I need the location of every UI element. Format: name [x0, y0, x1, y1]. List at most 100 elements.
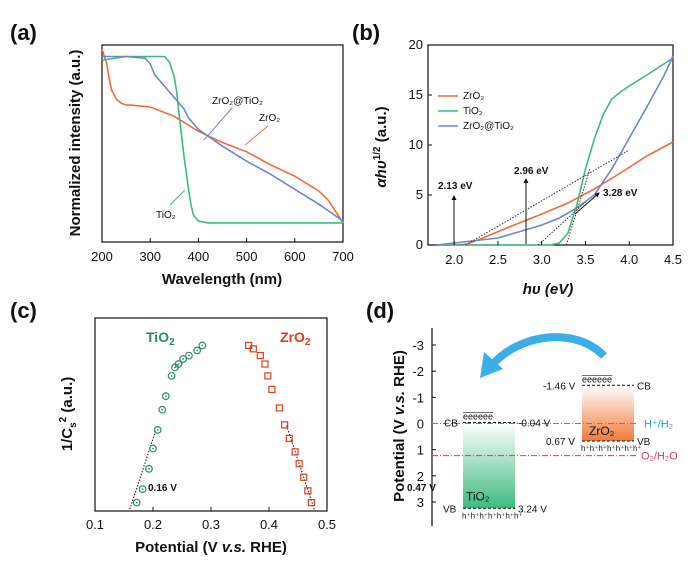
panel-c-point-zro2	[291, 448, 299, 456]
panel-c-point-tio2	[132, 498, 141, 507]
panel-c-point-dot	[161, 408, 164, 411]
panel-d-label: (d)	[366, 298, 394, 323]
panel-c-point-dot	[196, 349, 198, 352]
panel-b-series-1	[436, 57, 674, 246]
panel-c-point-dot	[152, 447, 154, 450]
transfer-arrow	[490, 333, 607, 367]
panel-c-xtick-label: 0.4	[260, 517, 278, 532]
panel-b-ytick-label: 15	[409, 87, 423, 102]
panel-a-annotation-zro2: ZrO₂	[259, 113, 280, 124]
panel-c-point-tio2	[149, 444, 157, 453]
panel-d-ytick-label: 1	[417, 443, 424, 458]
panel-c-label-047: 0.47 V	[407, 483, 436, 494]
panel-c-point-zro2	[300, 473, 308, 481]
panel-c-point-dot	[148, 467, 150, 470]
panel-a-series-2	[102, 55, 344, 222]
panel-d: (d) -3 -2 -1 0 1 2 3 Potential (V v.s. RHE) H⁺…	[366, 298, 678, 526]
panel-c-fit-tio2	[129, 429, 157, 510]
tio2-name: TiO₂	[466, 489, 490, 503]
legend-zro2tio2: ZrO₂@TiO₂	[463, 121, 514, 132]
panel-c-point-dot	[188, 354, 190, 357]
panel-c-point-dot	[170, 374, 173, 377]
panel-c-legend-zro2: ZrO2	[280, 329, 311, 348]
panel-c-xtick-label: 0.1	[86, 517, 104, 532]
panel-c-points	[129, 341, 315, 510]
legend-zro2: ZrO₂	[463, 91, 484, 102]
panel-c-point-tio2	[167, 371, 176, 380]
zro2-holes: h⁺h⁺h⁺h⁺h⁺h⁺h⁺	[581, 444, 642, 453]
panel-c-point-dot	[141, 488, 144, 490]
panel-a-arrow-zro2	[244, 125, 269, 146]
panel-d-y-ticks: -3 -2 -1 0 1 2 3	[412, 338, 436, 510]
panel-c-ylabel: 1/Cs2 (a.u.)	[58, 377, 79, 451]
panel-a-series-1	[101, 55, 343, 224]
arrow-3-28	[574, 192, 600, 215]
zro2-electrons: e̅e̅e̅e̅e̅e̅	[582, 374, 613, 384]
panel-c-point-zro2	[261, 360, 269, 368]
panel-b-xtick-label: 3.5	[576, 252, 594, 267]
tio2-vb-value: 3.24 V	[518, 504, 547, 515]
panel-b-xtick-label: 2.5	[489, 252, 507, 267]
panel-c-point-zro2	[307, 499, 315, 507]
panel-b-lines	[436, 55, 674, 246]
panel-c-xtick-label: 0.3	[202, 517, 220, 532]
panel-b-ytick-label: 0	[416, 237, 423, 252]
panel-c-xtick-label: 0.5	[318, 517, 336, 532]
panel-a-lines	[101, 48, 344, 224]
panel-a-annotation-tio2: TiO₂	[156, 210, 176, 221]
panel-b-xlabel: hυ (eV)	[523, 281, 574, 298]
transfer-arrow-head	[480, 352, 503, 378]
panel-b-tangent-2	[565, 168, 591, 246]
panel-a-ylabel: Normalized intensity (a.u.)	[67, 50, 84, 237]
panel-c-point-zro2	[304, 487, 312, 495]
panel-b-ytick-label: 10	[409, 137, 423, 152]
panel-a-frame	[101, 44, 344, 243]
panel-c-point-tio2	[198, 341, 207, 350]
panel-c-frame	[94, 317, 328, 512]
label-3-28: 3.28 eV	[603, 188, 638, 199]
zro2-band	[582, 385, 634, 442]
panel-c-label-016: 0.16 V	[148, 483, 177, 494]
panel-a-x-ticks: 200 300 400 500 600 700	[91, 238, 354, 264]
panel-a-xtick-label: 400	[188, 249, 210, 264]
panel-c-point-tio2	[179, 355, 188, 363]
panel-a-xtick-label: 200	[91, 249, 113, 264]
label-2-96: 2.96 eV	[514, 166, 549, 177]
panel-a-annotation-zro2tio2: ZrO₂@TiO₂	[212, 96, 263, 107]
panel-b-label: (b)	[352, 20, 380, 45]
panel-b-series-2	[436, 55, 674, 246]
panel-c-point-dot	[174, 366, 176, 369]
panel-c-xtick-label: 0.2	[144, 517, 162, 532]
panel-c-point-dot	[201, 344, 204, 347]
panel-c-point-zro2	[295, 460, 303, 468]
panel-c-point-zro2	[264, 372, 272, 380]
panel-d-ytick-label: 0	[417, 417, 424, 432]
panel-a-arrow-tio2	[169, 189, 186, 206]
panel-b-ylabel: αhυ1/2 (a.u.)	[372, 106, 390, 187]
panel-b-legend: ZrO₂ TiO₂ ZrO₂@TiO₂	[438, 91, 514, 132]
panel-c-point-zro2	[256, 351, 264, 360]
panel-c-point-tio2	[153, 426, 162, 434]
panel-c-point-tio2	[138, 485, 147, 494]
panel-c-point-dot	[164, 395, 167, 398]
panel-b-xtick-label: 2.0	[445, 252, 463, 267]
tio2-electrons: e̅e̅e̅e̅e̅e̅	[463, 411, 494, 421]
panel-c-point-tio2	[174, 360, 183, 368]
panel-c-point-zro2	[249, 345, 257, 353]
tio2-holes: h⁺h⁺h⁺h⁺h⁺h⁺h⁺	[462, 511, 523, 520]
zro2-vb-tag: VB	[637, 437, 651, 448]
panel-c-legend-tio2: TiO2	[146, 329, 175, 348]
tio2-band	[463, 422, 515, 509]
zro2-cb-tag: CB	[637, 381, 651, 392]
panel-b-ytick-label: 20	[409, 37, 423, 52]
panel-b-frame	[427, 44, 674, 246]
panel-a-xtick-label: 500	[236, 249, 258, 264]
zro2-name: ZrO₂	[589, 424, 615, 438]
panel-d-ytick-label: -3	[412, 338, 424, 353]
panel-c-point-zro2	[285, 434, 293, 442]
panel-c-xlabel: Potential (V v.s. RHE)	[135, 539, 287, 556]
zro2-cb-value: -1.46 V	[543, 381, 576, 392]
panel-c-x-ticks: 0.1 0.2 0.3 0.4 0.5	[86, 507, 336, 532]
panel-c-point-tio2	[193, 346, 201, 355]
tio2-cb-tag: CB	[444, 418, 458, 429]
